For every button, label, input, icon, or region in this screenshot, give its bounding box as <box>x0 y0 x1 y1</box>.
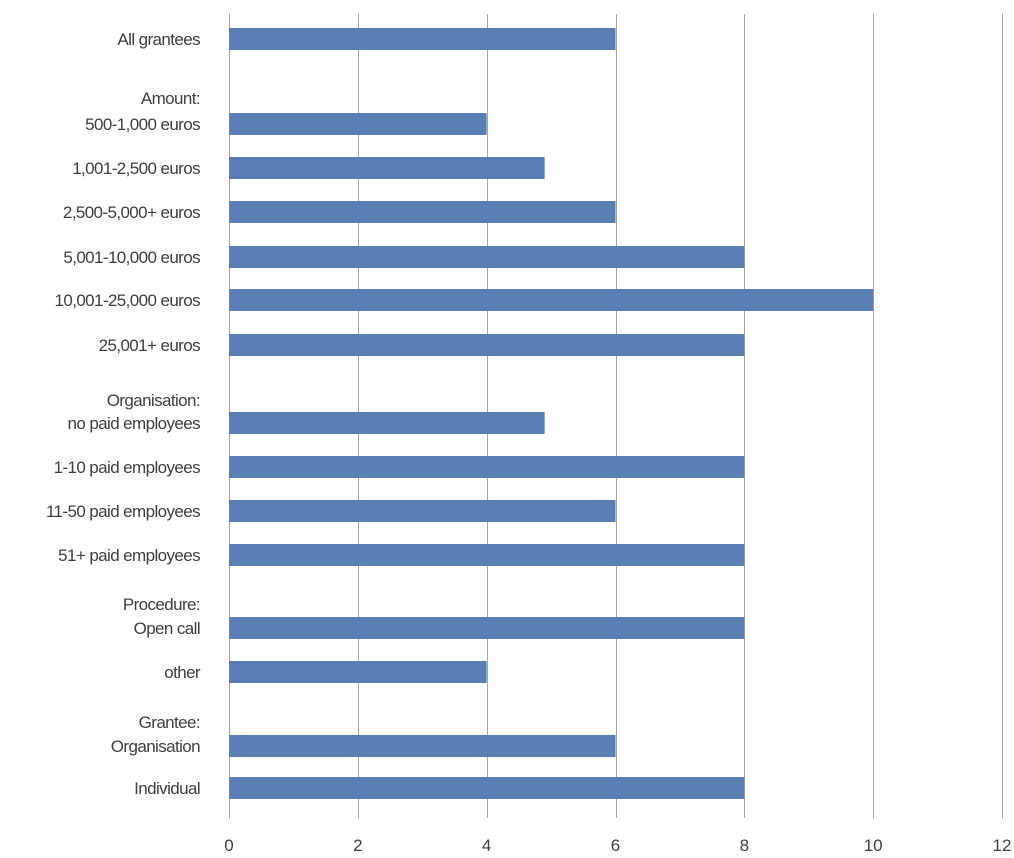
x-tick-label: 8 <box>740 836 749 855</box>
bar <box>229 500 616 522</box>
bar <box>229 544 745 566</box>
category-label: 25,001+ euros <box>99 336 200 355</box>
tick-layer: 0 2 4 6 8 10 12 <box>224 836 1011 855</box>
bar <box>229 246 745 268</box>
label-layer: All grantees 500-1,000 euros 1,001-2,500 e… <box>46 30 202 798</box>
category-label: Organisation <box>111 737 200 756</box>
x-tick-label: 10 <box>864 836 883 855</box>
category-label: 11-50 paid employees <box>46 502 200 521</box>
category-label: 1,001-2,500 euros <box>72 159 200 178</box>
category-label: 1-10 paid employees <box>54 458 201 477</box>
category-label: 500-1,000 euros <box>85 115 200 134</box>
bar-layer <box>229 28 874 799</box>
category-label: All grantees <box>117 30 200 49</box>
bar <box>229 157 545 179</box>
bar <box>229 412 545 434</box>
category-label: Individual <box>134 779 200 798</box>
bar <box>229 456 745 478</box>
bar <box>229 735 616 757</box>
group-header-label: Organisation: <box>107 391 200 410</box>
group-header-label: Amount: <box>141 89 200 108</box>
bar <box>229 28 616 50</box>
x-tick-label: 0 <box>224 836 233 855</box>
bar <box>229 113 487 135</box>
category-label: Open call <box>134 619 200 638</box>
category-label: 5,001-10,000 euros <box>63 248 200 267</box>
bar <box>229 289 874 311</box>
x-tick-label: 4 <box>482 836 491 855</box>
category-label: 2,500-5,000+ euros <box>63 203 200 222</box>
category-label: 10,001-25,000 euros <box>54 291 200 310</box>
x-tick-label: 2 <box>353 836 362 855</box>
category-label: other <box>164 663 201 682</box>
category-label: 51+ paid employees <box>58 546 200 565</box>
group-header-label: Procedure: <box>123 595 200 614</box>
bar <box>229 661 487 683</box>
bar <box>229 777 745 799</box>
x-tick-label: 12 <box>993 836 1012 855</box>
bar <box>229 201 616 223</box>
group-header-label: Grantee: <box>139 713 200 732</box>
bar <box>229 617 745 639</box>
x-tick-label: 6 <box>611 836 620 855</box>
bar <box>229 334 745 356</box>
category-label: no paid employees <box>67 414 200 433</box>
